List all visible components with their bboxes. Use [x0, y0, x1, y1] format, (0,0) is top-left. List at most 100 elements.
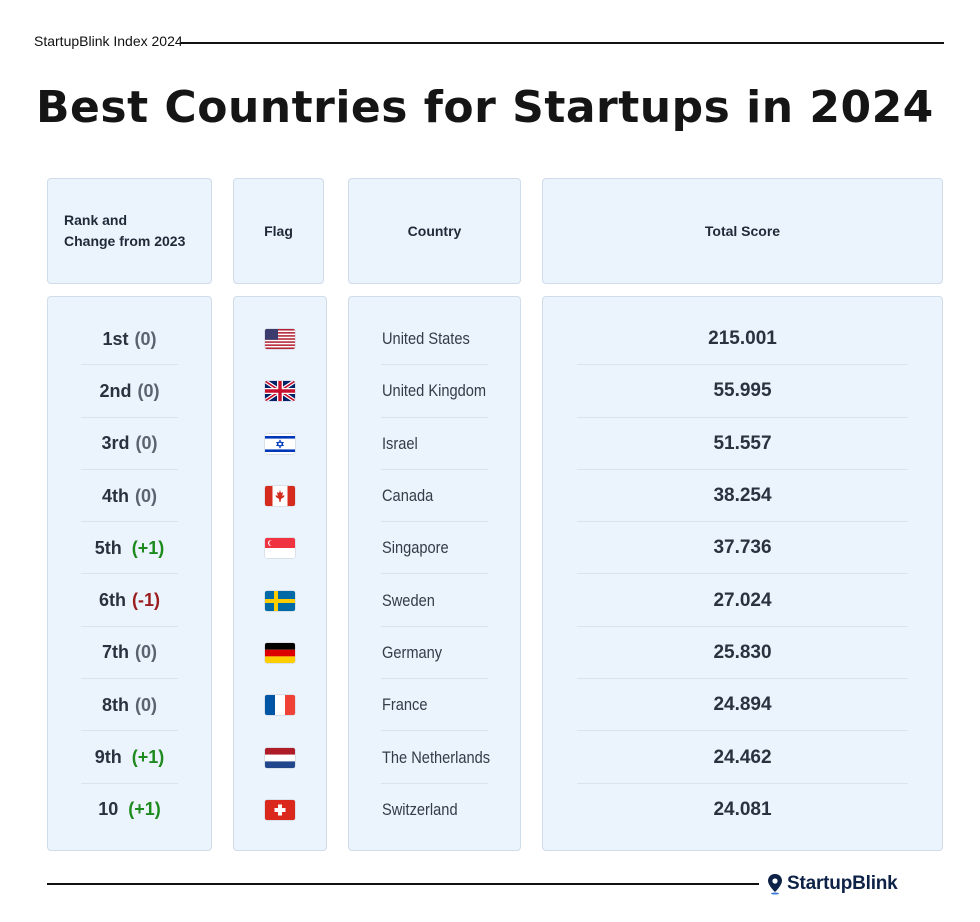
country-column: United States United Kingdom Israel Canada S…	[348, 296, 521, 851]
rank-value: 3rd	[101, 433, 130, 454]
netherlands-flag-icon	[265, 747, 295, 768]
flag-column-header: Flag	[233, 178, 324, 284]
rank-header-line2: Change from 2023	[64, 233, 186, 249]
score-column-header: Total Score	[542, 178, 943, 284]
score-cell: 24.462	[543, 731, 942, 784]
footer-rule	[47, 883, 759, 885]
score-cell: 55.995	[543, 365, 942, 418]
rank-cell: 9th (+1)	[48, 731, 211, 784]
country-name: Sweden	[382, 590, 435, 610]
score-cell: 37.736	[543, 522, 942, 575]
sweden-flag-icon	[265, 590, 295, 611]
france-flag-icon	[265, 695, 295, 716]
index-label: StartupBlink Index 2024	[34, 33, 183, 49]
rank-value: 9th	[94, 747, 122, 768]
flag-cell	[234, 679, 326, 731]
country-name: United States	[382, 329, 470, 349]
rank-change: (0)	[134, 328, 157, 349]
rank-change: (+1)	[128, 799, 161, 820]
flag-cell	[234, 470, 326, 522]
score-cell: 27.024	[543, 574, 942, 628]
score-value: 51.557	[713, 432, 772, 454]
flag-header-label: Flag	[264, 223, 293, 239]
country-cell: The Netherlands	[349, 731, 520, 784]
flag-column	[233, 296, 327, 851]
country-cell: Canada	[349, 470, 520, 523]
flag-cell	[234, 365, 326, 417]
country-name: Canada	[382, 486, 434, 506]
flag-cell	[234, 574, 326, 626]
header-rule	[180, 42, 944, 44]
country-header-label: Country	[407, 223, 462, 239]
rank-value: 5th	[94, 537, 122, 558]
flag-cell	[234, 522, 326, 574]
singapore-flag-icon	[265, 538, 295, 559]
germany-flag-icon	[265, 642, 295, 663]
rank-cell: 10 (+1)	[48, 784, 211, 836]
rank-column-header: Rank and Change from 2023	[47, 178, 212, 284]
rank-change: (0)	[135, 642, 157, 663]
country-name: The Netherlands	[382, 747, 491, 767]
score-column: 215.001 55.995 51.557 38.254 37.736 27.024 25.…	[542, 296, 943, 851]
score-value: 38.254	[713, 485, 772, 507]
score-header-label: Total Score	[704, 223, 781, 239]
score-value: 27.024	[713, 589, 772, 611]
rank-value: 8th	[102, 694, 129, 715]
rank-change: (+1)	[131, 747, 165, 768]
score-value: 24.462	[713, 746, 772, 768]
rank-cell: 8th (0)	[48, 679, 211, 732]
rank-cell: 5th (+1)	[48, 522, 211, 575]
rank-cell: 2nd (0)	[48, 365, 211, 418]
page-title: Best Countries for Startups in 2024	[36, 82, 934, 133]
rank-change: (0)	[135, 433, 158, 454]
country-name: United Kingdom	[382, 381, 487, 401]
map-pin-icon	[768, 874, 782, 895]
score-cell: 38.254	[543, 470, 942, 523]
rank-value: 7th	[102, 642, 129, 663]
rank-header-line1: Rank and	[64, 212, 128, 228]
uk-flag-icon	[265, 381, 295, 402]
rank-change: (0)	[135, 694, 157, 715]
rank-cell: 6th (-1)	[48, 574, 211, 628]
rank-value: 10	[98, 799, 119, 820]
country-name: Germany	[382, 642, 443, 662]
score-value: 55.995	[713, 380, 772, 402]
country-cell: United Kingdom	[349, 365, 520, 418]
flag-cell	[234, 313, 326, 365]
country-cell: Singapore	[349, 522, 520, 575]
flag-cell	[234, 418, 326, 470]
country-name: Israel	[382, 433, 418, 453]
country-name: Switzerland	[382, 799, 458, 819]
flag-cell	[234, 731, 326, 783]
score-value: 24.894	[713, 694, 772, 716]
rank-value: 4th	[102, 485, 129, 506]
country-name: Singapore	[382, 538, 449, 558]
country-cell: Germany	[349, 627, 520, 680]
rank-cell: 7th (0)	[48, 627, 211, 680]
rank-value: 2nd	[99, 380, 132, 401]
rank-change: (+1)	[131, 537, 165, 558]
israel-flag-icon	[265, 433, 295, 454]
country-cell: Sweden	[349, 574, 520, 628]
rank-cell: 4th (0)	[48, 470, 211, 523]
country-name: France	[382, 695, 428, 715]
switzerland-flag-icon	[265, 799, 295, 820]
rank-cell: 3rd (0)	[48, 418, 211, 471]
score-value: 24.081	[713, 798, 772, 820]
flag-cell	[234, 784, 326, 836]
us-flag-icon	[265, 329, 295, 350]
rank-cell: 1st (0)	[48, 313, 211, 366]
canada-flag-icon	[265, 486, 295, 507]
country-cell: France	[349, 679, 520, 732]
score-value: 215.001	[708, 328, 777, 350]
country-column-header: Country	[348, 178, 521, 284]
rank-value: 1st	[102, 328, 129, 349]
country-cell: United States	[349, 313, 520, 366]
score-cell: 24.894	[543, 679, 942, 732]
score-cell: 25.830	[543, 627, 942, 680]
score-cell: 24.081	[543, 784, 942, 836]
score-value: 25.830	[713, 641, 772, 663]
country-cell: Israel	[349, 418, 520, 471]
index-header: StartupBlink Index 2024	[34, 33, 944, 53]
brand-name: StartupBlink	[787, 873, 898, 894]
